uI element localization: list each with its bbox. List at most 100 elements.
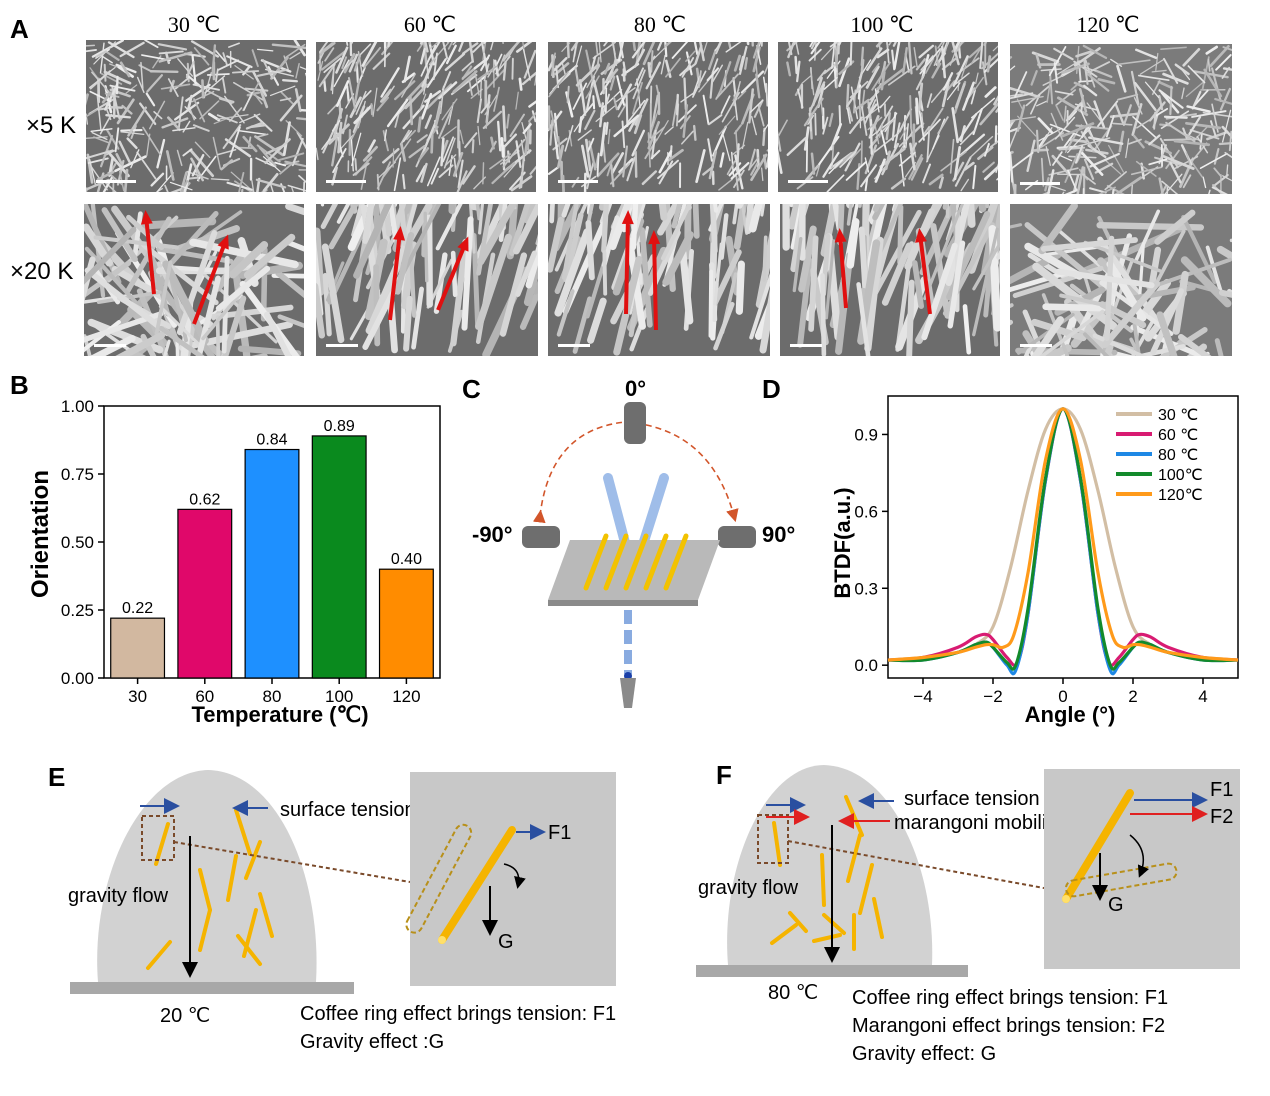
bar-value-label: 0.62 — [189, 491, 220, 508]
caption-f-line-2: Marangoni effect brings tension: F2 — [852, 1015, 1166, 1037]
d-ylabel: BTDF(a.u.) — [830, 487, 855, 599]
bar-80 — [244, 448, 300, 679]
zoom-box-80c — [757, 814, 789, 864]
b-ytick-label: 0.50 — [61, 533, 94, 552]
d-xtick-label: 4 — [1198, 687, 1207, 706]
marangoni-label-f: marangoni mobility — [894, 812, 1062, 834]
substrate-20c — [70, 982, 354, 994]
b-xtick-label: 30 — [128, 687, 147, 706]
panel-e-diagram: surface tension gravity flow 20 ℃ F1 G — [68, 770, 616, 1027]
temp-label-30: 30 ℃ — [167, 12, 221, 37]
b-ytick-label: 1.00 — [61, 397, 94, 416]
temp-label-60: 60 ℃ — [403, 12, 457, 37]
f1-label-f: F1 — [1210, 779, 1233, 801]
panel-d-letter: D — [762, 374, 781, 404]
btdf-line-chart: 0.0 0.3 0.6 0.9 −4 −2 0 2 4 30 ℃ 60 ℃ 80 ℃ 100℃ 120℃ — [854, 395, 1239, 706]
droplet-20c — [97, 770, 317, 982]
series-line-4 — [887, 407, 1239, 662]
b-xlabel: Temperature (℃) — [191, 702, 369, 727]
detector-0 — [624, 402, 646, 444]
d-xtick-label: 2 — [1128, 687, 1137, 706]
bar-value-label: 0.40 — [391, 551, 422, 568]
caption-e: Coffee ring effect brings tension: F1 Gr… — [300, 1000, 616, 1056]
caption-f: Coffee ring effect brings tension: F1 Ma… — [852, 984, 1168, 1068]
caption-f-line-1: Coffee ring effect brings tension: F1 — [852, 987, 1169, 1009]
legend-label-0: 30 ℃ — [1158, 407, 1198, 424]
bar-120 — [378, 568, 434, 679]
temp-label-100: 100 ℃ — [850, 12, 914, 37]
temp-label-80: 80 ℃ — [633, 12, 687, 37]
f2-label-f: F2 — [1210, 806, 1233, 828]
droplet-80c — [727, 765, 933, 965]
b-ytick-label: 0.75 — [61, 465, 94, 484]
d-ytick-label: 0.6 — [854, 502, 878, 521]
legend-label-2: 80 ℃ — [1158, 447, 1198, 464]
panel-f-diagram: surface tension marangoni mobility gravi… — [696, 765, 1240, 1004]
panel-a-letter: A — [10, 14, 29, 44]
btdf-measurement-diagram: 0° -90° 90° — [472, 376, 795, 708]
angle-label-90: 90° — [762, 522, 795, 547]
d-ytick-label: 0.0 — [854, 656, 878, 675]
sem-image-120c-20k — [1010, 204, 1232, 356]
rotation-arc — [532, 421, 739, 524]
bar-100 — [311, 435, 367, 679]
rods-80c — [770, 795, 884, 951]
light-source — [620, 678, 636, 708]
sem-image-60c-20k — [316, 204, 538, 356]
rod-zoom-e — [438, 826, 516, 944]
temp-label-120: 120 ℃ — [1076, 12, 1140, 37]
b-ytick-label: 0.25 — [61, 601, 94, 620]
b-xtick-label: 100 — [325, 687, 353, 706]
b-ylabel: Orientation — [27, 470, 54, 599]
b-ytick-label: 0.00 — [61, 669, 94, 688]
b-xtick-label: 60 — [195, 687, 214, 706]
sem-image-30c-5k — [86, 40, 306, 192]
surface-tension-label-f: surface tension — [904, 788, 1040, 810]
caption-e-line-1: Coffee ring effect brings tension: F1 — [300, 1003, 617, 1025]
legend-label-1: 60 ℃ — [1158, 427, 1198, 444]
angle-label-0: 0° — [625, 376, 646, 401]
g-label-f: G — [1108, 894, 1124, 916]
bar-value-label: 0.22 — [122, 600, 153, 617]
f1-label-e: F1 — [548, 822, 571, 844]
row-label-20k: ×20 K — [10, 258, 74, 285]
g-label-e: G — [498, 931, 514, 953]
caption-f-line-3: Gravity effect: G — [852, 1043, 997, 1065]
sem-image-30c-20k — [84, 204, 304, 356]
d-ytick-label: 0.3 — [854, 579, 878, 598]
panel-c-letter: C — [462, 374, 481, 404]
detector-minus-90 — [522, 526, 560, 548]
bar-30 — [110, 617, 166, 679]
sem-image-60c-5k — [316, 42, 536, 192]
panel-e-letter: E — [48, 762, 66, 792]
gravity-flow-label-e: gravity flow — [68, 885, 169, 907]
d-xtick-label: 0 — [1058, 687, 1067, 706]
bar-value-label: 0.84 — [256, 432, 287, 449]
panel-b-letter: B — [10, 370, 29, 400]
d-ytick-label: 0.9 — [854, 425, 878, 444]
legend-label-4: 120℃ — [1158, 487, 1203, 504]
zoom-inset-e — [410, 772, 616, 986]
d-xlabel: Angle (°) — [1024, 702, 1116, 727]
surface-tension-label-e: surface tension — [280, 799, 416, 821]
rods-20c — [146, 808, 274, 970]
detector-90 — [718, 526, 756, 548]
sem-image-100c-5k — [778, 42, 998, 192]
panel-f-letter: F — [716, 760, 732, 790]
b-xtick-label: 120 — [392, 687, 420, 706]
b-xtick-label: 80 — [263, 687, 282, 706]
sem-image-120c-5k — [1010, 44, 1232, 194]
legend-label-3: 100℃ — [1158, 467, 1203, 484]
sem-image-100c-20k — [780, 204, 1000, 356]
zoom-box-20c — [141, 815, 175, 861]
nanorods — [583, 533, 689, 591]
bar-value-label: 0.89 — [324, 418, 355, 435]
substrate-80c — [696, 965, 968, 977]
d-xtick-label: −4 — [913, 687, 932, 706]
rod-zoom-f — [1062, 789, 1134, 903]
orientation-bar-chart: 0.00 0.25 0.50 0.75 1.00 0.22 30 0.62 60 0.84 80 0.… — [61, 397, 441, 706]
sem-image-80c-5k — [548, 42, 768, 192]
gravity-flow-label-f: gravity flow — [698, 877, 799, 899]
bar-60 — [177, 508, 233, 679]
angle-label-minus-90: -90° — [472, 522, 513, 547]
